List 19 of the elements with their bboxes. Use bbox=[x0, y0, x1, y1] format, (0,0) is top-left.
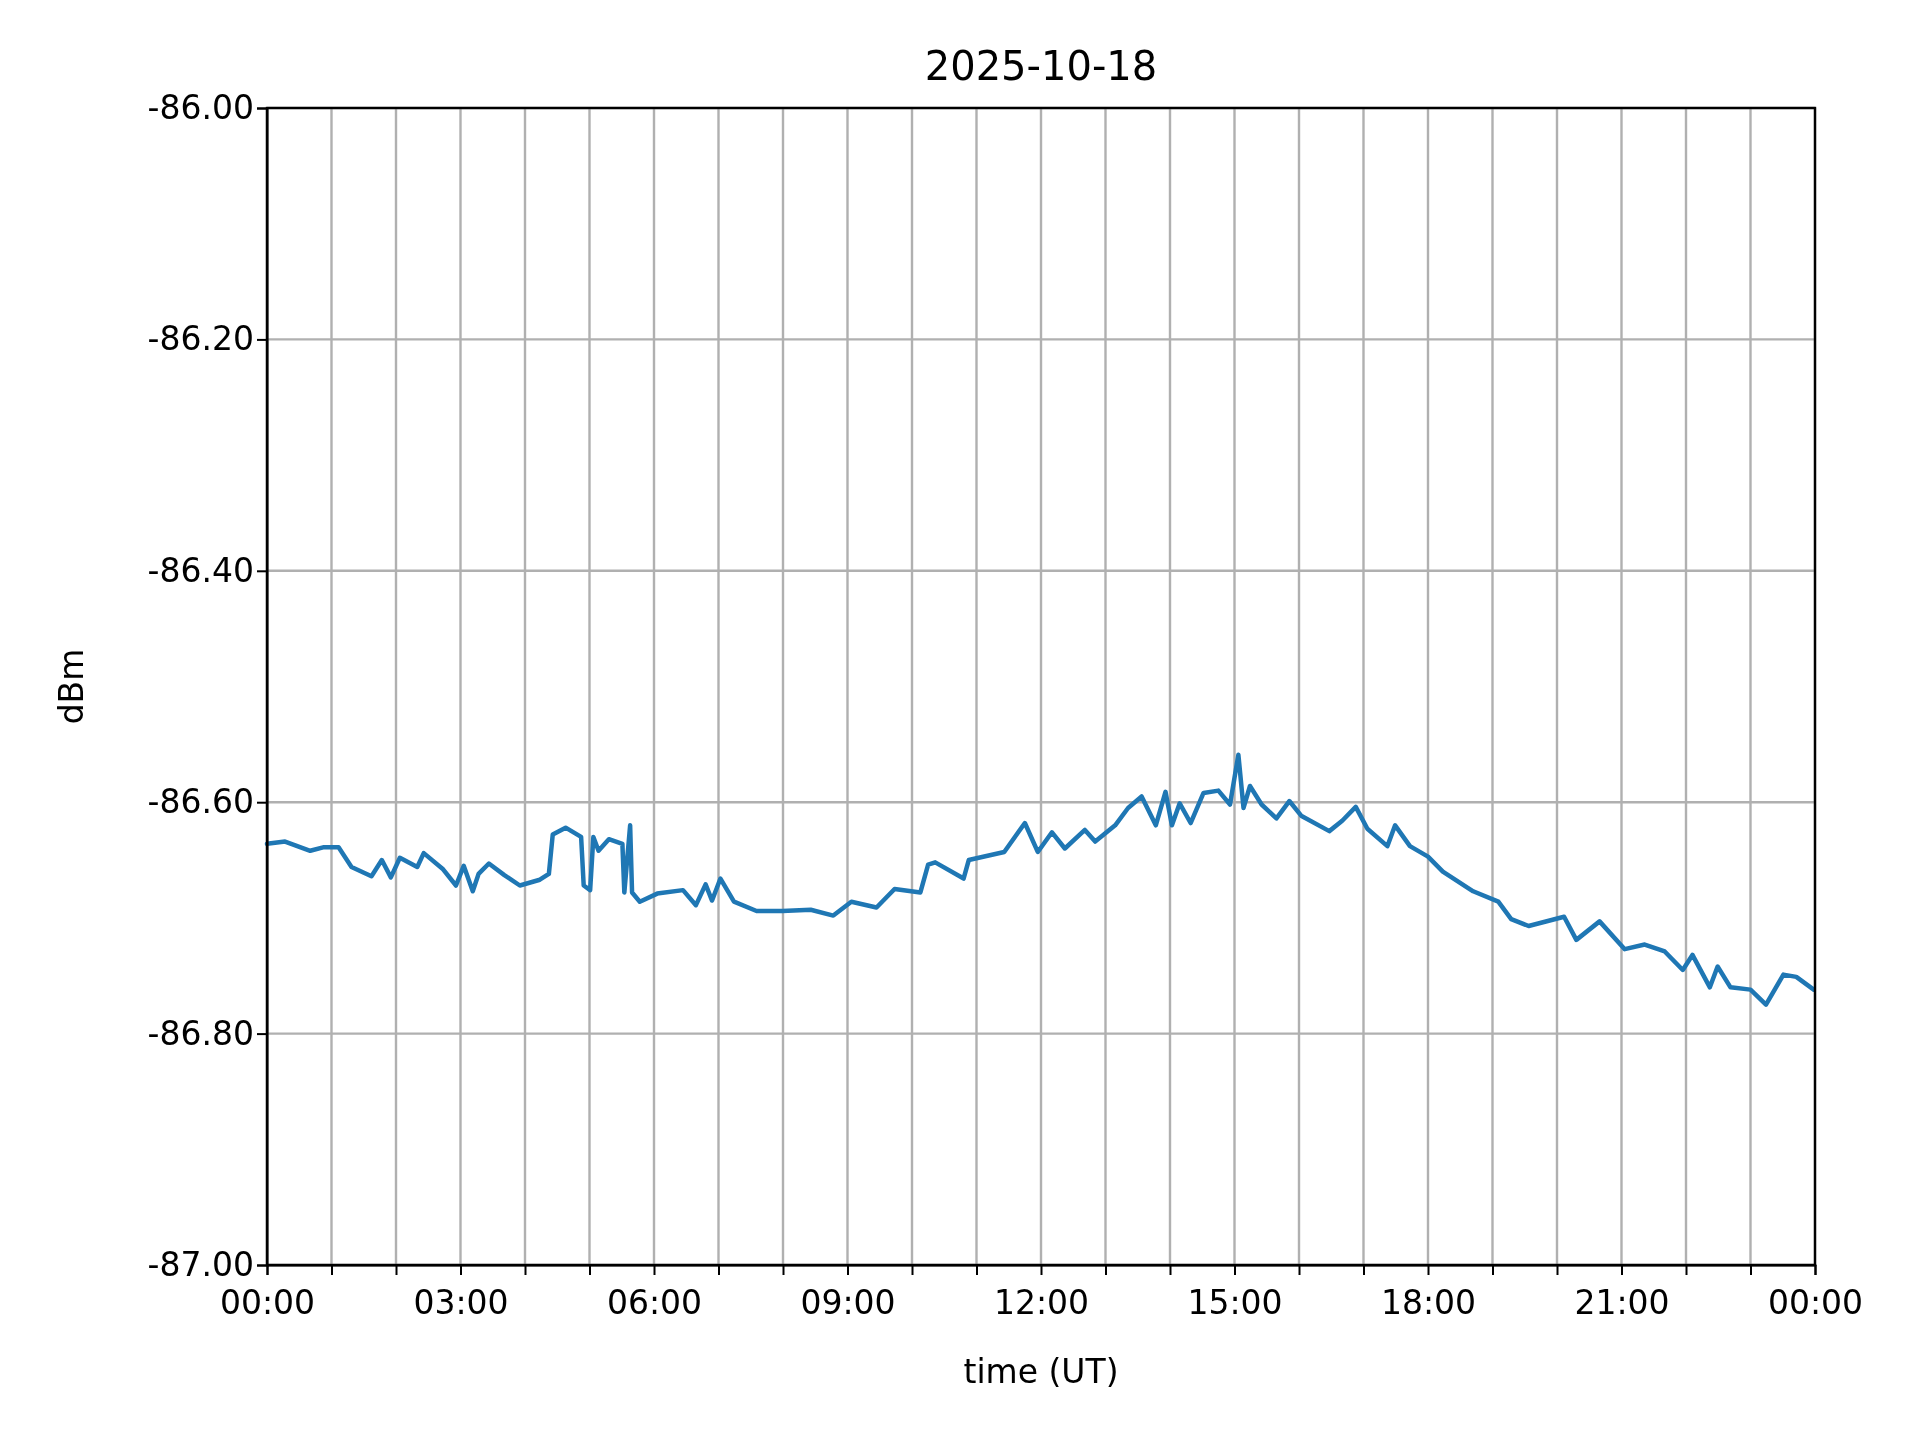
x-axis-title: time (UT) bbox=[963, 1352, 1119, 1391]
x-tick-label: 09:00 bbox=[800, 1283, 896, 1323]
x-tick-label: 15:00 bbox=[1187, 1283, 1283, 1323]
y-tick-label: -86.60 bbox=[147, 782, 254, 822]
y-tick-label: -86.20 bbox=[147, 319, 254, 359]
line-series bbox=[264, 752, 1816, 1007]
x-tick-label: 06:00 bbox=[606, 1283, 703, 1323]
x-tick-label: 21:00 bbox=[1574, 1283, 1670, 1323]
y-tick-label: -86.80 bbox=[147, 1013, 254, 1053]
y-tick-label: -86.40 bbox=[147, 550, 254, 590]
x-tick-label: 18:00 bbox=[1380, 1283, 1477, 1323]
x-tick-label: 12:00 bbox=[993, 1283, 1090, 1323]
x-tick-label: 03:00 bbox=[413, 1283, 509, 1323]
x-tick-label: 00:00 bbox=[219, 1283, 316, 1323]
y-tick-label: -87.00 bbox=[147, 1245, 254, 1285]
x-tick-label: 00:00 bbox=[1767, 1283, 1864, 1323]
chart-title: 2025-10-18 bbox=[924, 43, 1158, 89]
y-axis-title: dBm bbox=[52, 648, 91, 725]
y-tick-label: -86.00 bbox=[147, 88, 254, 128]
